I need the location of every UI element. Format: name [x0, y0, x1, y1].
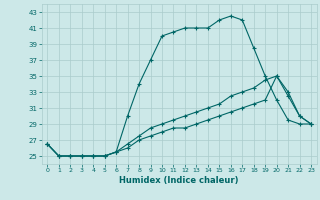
X-axis label: Humidex (Indice chaleur): Humidex (Indice chaleur) [119, 176, 239, 185]
